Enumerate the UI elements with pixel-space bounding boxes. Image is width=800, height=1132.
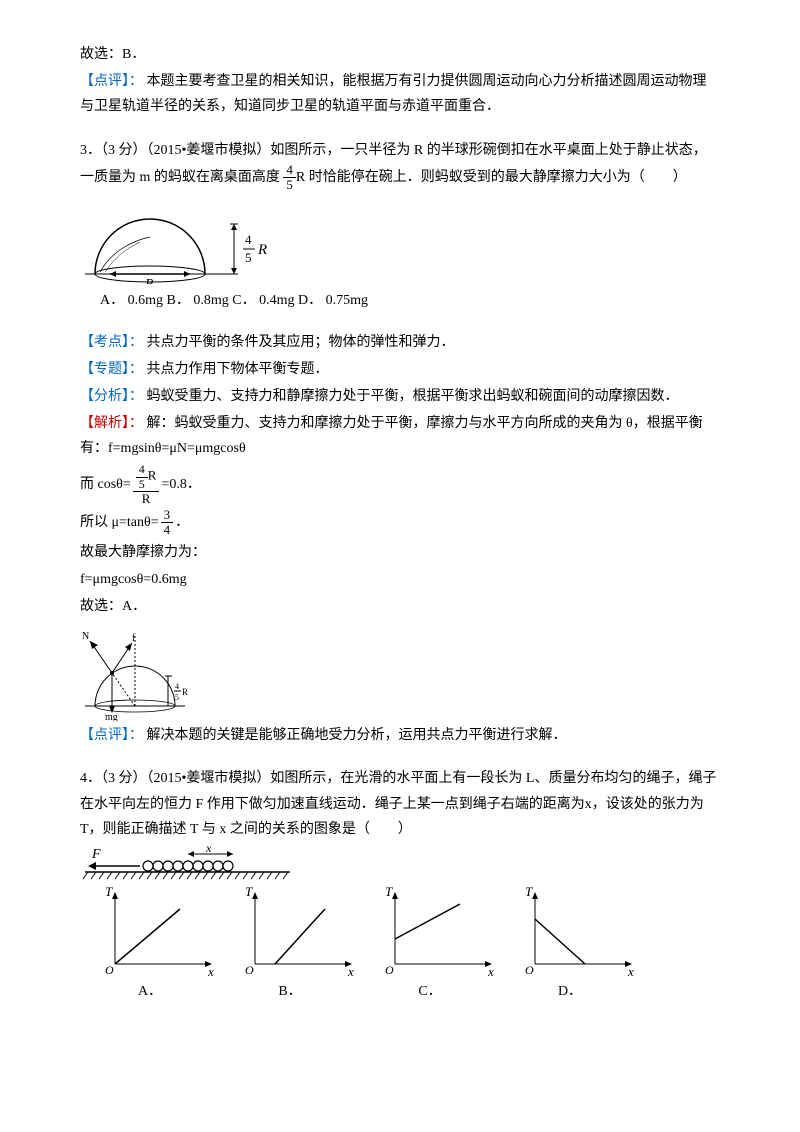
svg-text:F: F (91, 847, 101, 862)
svg-text:x: x (207, 964, 214, 979)
q4-graph-D: T x O (500, 884, 640, 979)
q3-optA: A． 0.6mg (100, 293, 163, 308)
q3-header-tail: R 时恰能停在碗上．则蚂蚁受到的最大静摩擦力大小为（ ） (296, 170, 687, 185)
q3-fenxi: 【分析】： 蚂蚁受重力、支持力和静摩擦力处于平衡，根据平衡求出蚂蚁和碗面间的动摩… (80, 384, 720, 409)
q3-cos-line: 而 cosθ= 45RR =0.8． (80, 463, 720, 506)
q3-bowl-figure: R 4 5 R (80, 194, 290, 284)
svg-text:R: R (144, 277, 154, 284)
svg-text:f: f (132, 633, 136, 644)
q3-conclusion: 故选：A． (80, 594, 720, 619)
prev-review: 【点评】： 本题主要考查卫星的相关知识，能根据万有引力提供圆周运动向心力分析描述… (80, 69, 720, 119)
svg-text:x: x (347, 964, 354, 979)
q4-graphs: T x O A． T x O B． (80, 884, 720, 1004)
svg-text:N: N (82, 631, 89, 642)
svg-text:x: x (487, 964, 494, 979)
q3-tan-line: 所以 μ=tanθ= 34 ． (80, 508, 720, 538)
svg-text:O: O (105, 963, 114, 977)
q3-kaodian: 【考点】： 共点力平衡的条件及其应用；物体的弹性和弹力． (80, 330, 720, 355)
q3-optB: B． 0.8mg (167, 293, 229, 308)
prev-conclusion: 故选：B． (80, 42, 720, 67)
svg-text:mg: mg (105, 712, 118, 721)
q3-force-diagram: N f mg 4 5 R (80, 621, 200, 721)
svg-text:T: T (105, 884, 113, 899)
q3-stem: 3．（3 分）（2015•姜堰市模拟）如图所示，一只半径为 R 的半球形碗倒扣在… (80, 138, 720, 193)
q4-optD: D． (555, 979, 585, 1004)
q3-options: A． 0.6mg B． 0.8mg C． 0.4mg D． 0.75mg (100, 288, 720, 313)
svg-text:T: T (385, 884, 393, 899)
q4-graph-A: T x O (80, 884, 220, 979)
q3-f: f=μmgcosθ=0.6mg (80, 567, 720, 592)
q4-graph-C: T x O (360, 884, 500, 979)
svg-text:O: O (525, 963, 534, 977)
q4-optC: C． (415, 979, 445, 1004)
svg-text:5: 5 (245, 250, 252, 265)
svg-text:O: O (245, 963, 254, 977)
q4-rope-figure: F x (80, 844, 300, 884)
svg-text:4: 4 (175, 682, 179, 691)
q3-optC: C． 0.4mg (232, 293, 294, 308)
review-text: 本题主要考查卫星的相关知识，能根据万有引力提供圆周运动向心力分析描述圆周运动物理… (80, 74, 707, 114)
question-3: 3．（3 分）（2015•姜堰市模拟）如图所示，一只半径为 R 的半球形碗倒扣在… (80, 138, 720, 749)
q3-jiexi: 【解析】： 解：蚂蚁受重力、支持力和摩擦力处于平衡，摩擦力与水平方向所成的夹角为… (80, 411, 720, 461)
svg-text:x: x (627, 964, 634, 979)
svg-text:x: x (205, 844, 212, 855)
svg-text:O: O (385, 963, 394, 977)
q3-frac-45: 45 (283, 163, 296, 193)
q3-maxf: 故最大静摩擦力为： (80, 540, 720, 565)
svg-text:4: 4 (245, 232, 252, 247)
question-4: 4．（3 分）（2015•姜堰市模拟）如图所示，在光滑的水平面上有一段长为 L、… (80, 766, 720, 1004)
svg-text:T: T (525, 884, 533, 899)
svg-text:R: R (182, 687, 188, 697)
q4-stem: 4．（3 分）（2015•姜堰市模拟）如图所示，在光滑的水平面上有一段长为 L、… (80, 766, 720, 842)
review-label: 【点评】： (80, 74, 143, 89)
q4-graph-B: T x O (220, 884, 360, 979)
q4-optB: B． (275, 979, 305, 1004)
svg-text:5: 5 (175, 693, 179, 702)
q3-review: 【点评】： 解决本题的关键是能够正确地受力分析，运用共点力平衡进行求解． (80, 723, 720, 748)
q3-zhuanti: 【专题】： 共点力作用下物体平衡专题． (80, 357, 720, 382)
svg-text:R: R (257, 242, 267, 258)
q4-optA: A． (135, 979, 165, 1004)
svg-text:T: T (245, 884, 253, 899)
q3-optD: D． 0.75mg (298, 293, 368, 308)
